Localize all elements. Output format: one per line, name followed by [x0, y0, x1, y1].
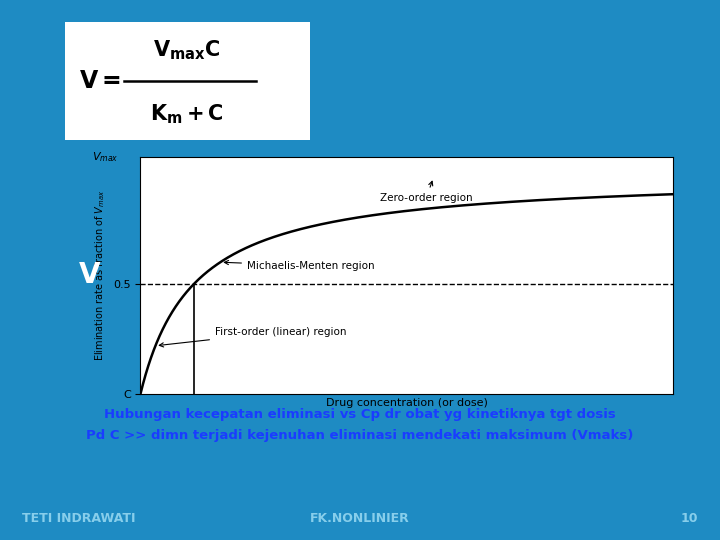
- Text: $V_{max}$: $V_{max}$: [92, 150, 119, 164]
- Text: FK.NONLINIER: FK.NONLINIER: [310, 512, 410, 525]
- Text: Zero-order region: Zero-order region: [380, 181, 473, 202]
- Text: Hubungan kecepatan eliminasi vs Cp dr obat yg kinetiknya tgt dosis: Hubungan kecepatan eliminasi vs Cp dr ob…: [104, 408, 616, 421]
- Text: V: V: [79, 261, 101, 289]
- Text: $\mathbf{V=}$: $\mathbf{V=}$: [79, 69, 122, 93]
- Text: 10: 10: [681, 512, 698, 525]
- Text: TETI INDRAWATI: TETI INDRAWATI: [22, 512, 135, 525]
- Text: First-order (linear) region: First-order (linear) region: [159, 327, 346, 347]
- X-axis label: Drug concentration (or dose): Drug concentration (or dose): [326, 399, 487, 408]
- Text: $\mathbf{K_m + C}$: $\mathbf{K_m + C}$: [150, 103, 224, 126]
- Text: Michaelis-Menten region: Michaelis-Menten region: [225, 260, 374, 271]
- Text: Pd C >> dimn terjadi kejenuhan eliminasi mendekati maksimum (Vmaks): Pd C >> dimn terjadi kejenuhan eliminasi…: [86, 429, 634, 442]
- Text: $\mathbf{V_{max}C}$: $\mathbf{V_{max}C}$: [153, 38, 221, 62]
- Y-axis label: Elimination rate as fraction of $V_{max}$: Elimination rate as fraction of $V_{max}…: [94, 190, 107, 361]
